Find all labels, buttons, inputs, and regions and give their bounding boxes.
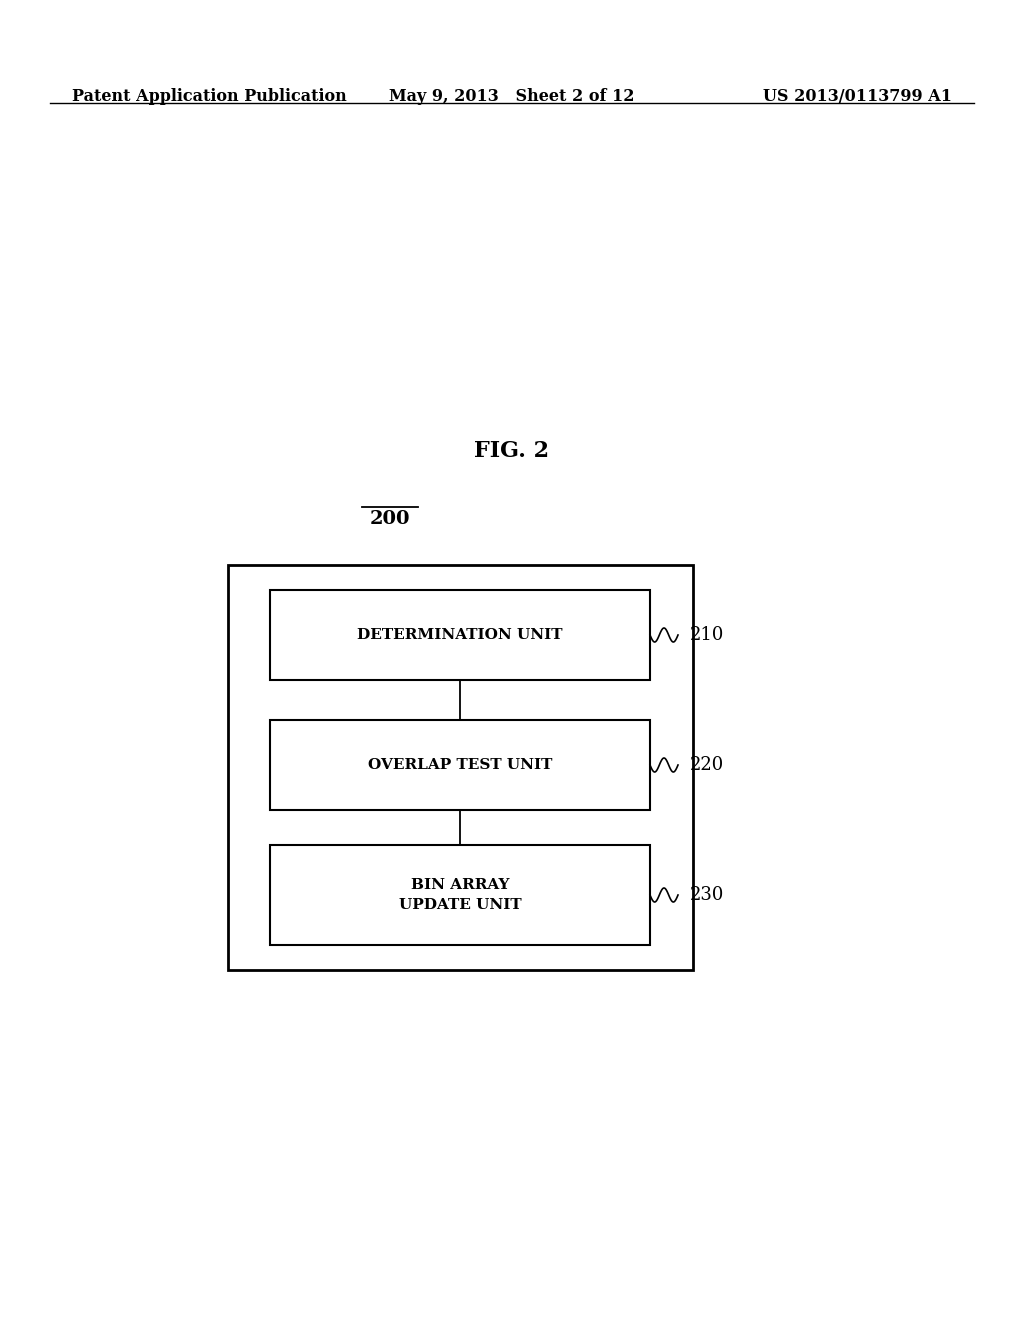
Text: DETERMINATION UNIT: DETERMINATION UNIT — [357, 628, 563, 642]
Text: OVERLAP TEST UNIT: OVERLAP TEST UNIT — [368, 758, 552, 772]
Bar — [228, 565, 693, 970]
Bar — [270, 845, 650, 945]
Text: Patent Application Publication: Patent Application Publication — [72, 88, 347, 106]
Text: 200: 200 — [370, 510, 411, 528]
Bar — [270, 590, 650, 680]
Bar — [270, 719, 650, 810]
Text: FIG. 2: FIG. 2 — [474, 440, 550, 462]
Text: May 9, 2013   Sheet 2 of 12: May 9, 2013 Sheet 2 of 12 — [389, 88, 635, 106]
Text: 230: 230 — [690, 886, 724, 904]
Text: 220: 220 — [690, 756, 724, 774]
Text: US 2013/0113799 A1: US 2013/0113799 A1 — [763, 88, 952, 106]
Text: 210: 210 — [690, 626, 724, 644]
Text: BIN ARRAY
UPDATE UNIT: BIN ARRAY UPDATE UNIT — [398, 878, 521, 912]
